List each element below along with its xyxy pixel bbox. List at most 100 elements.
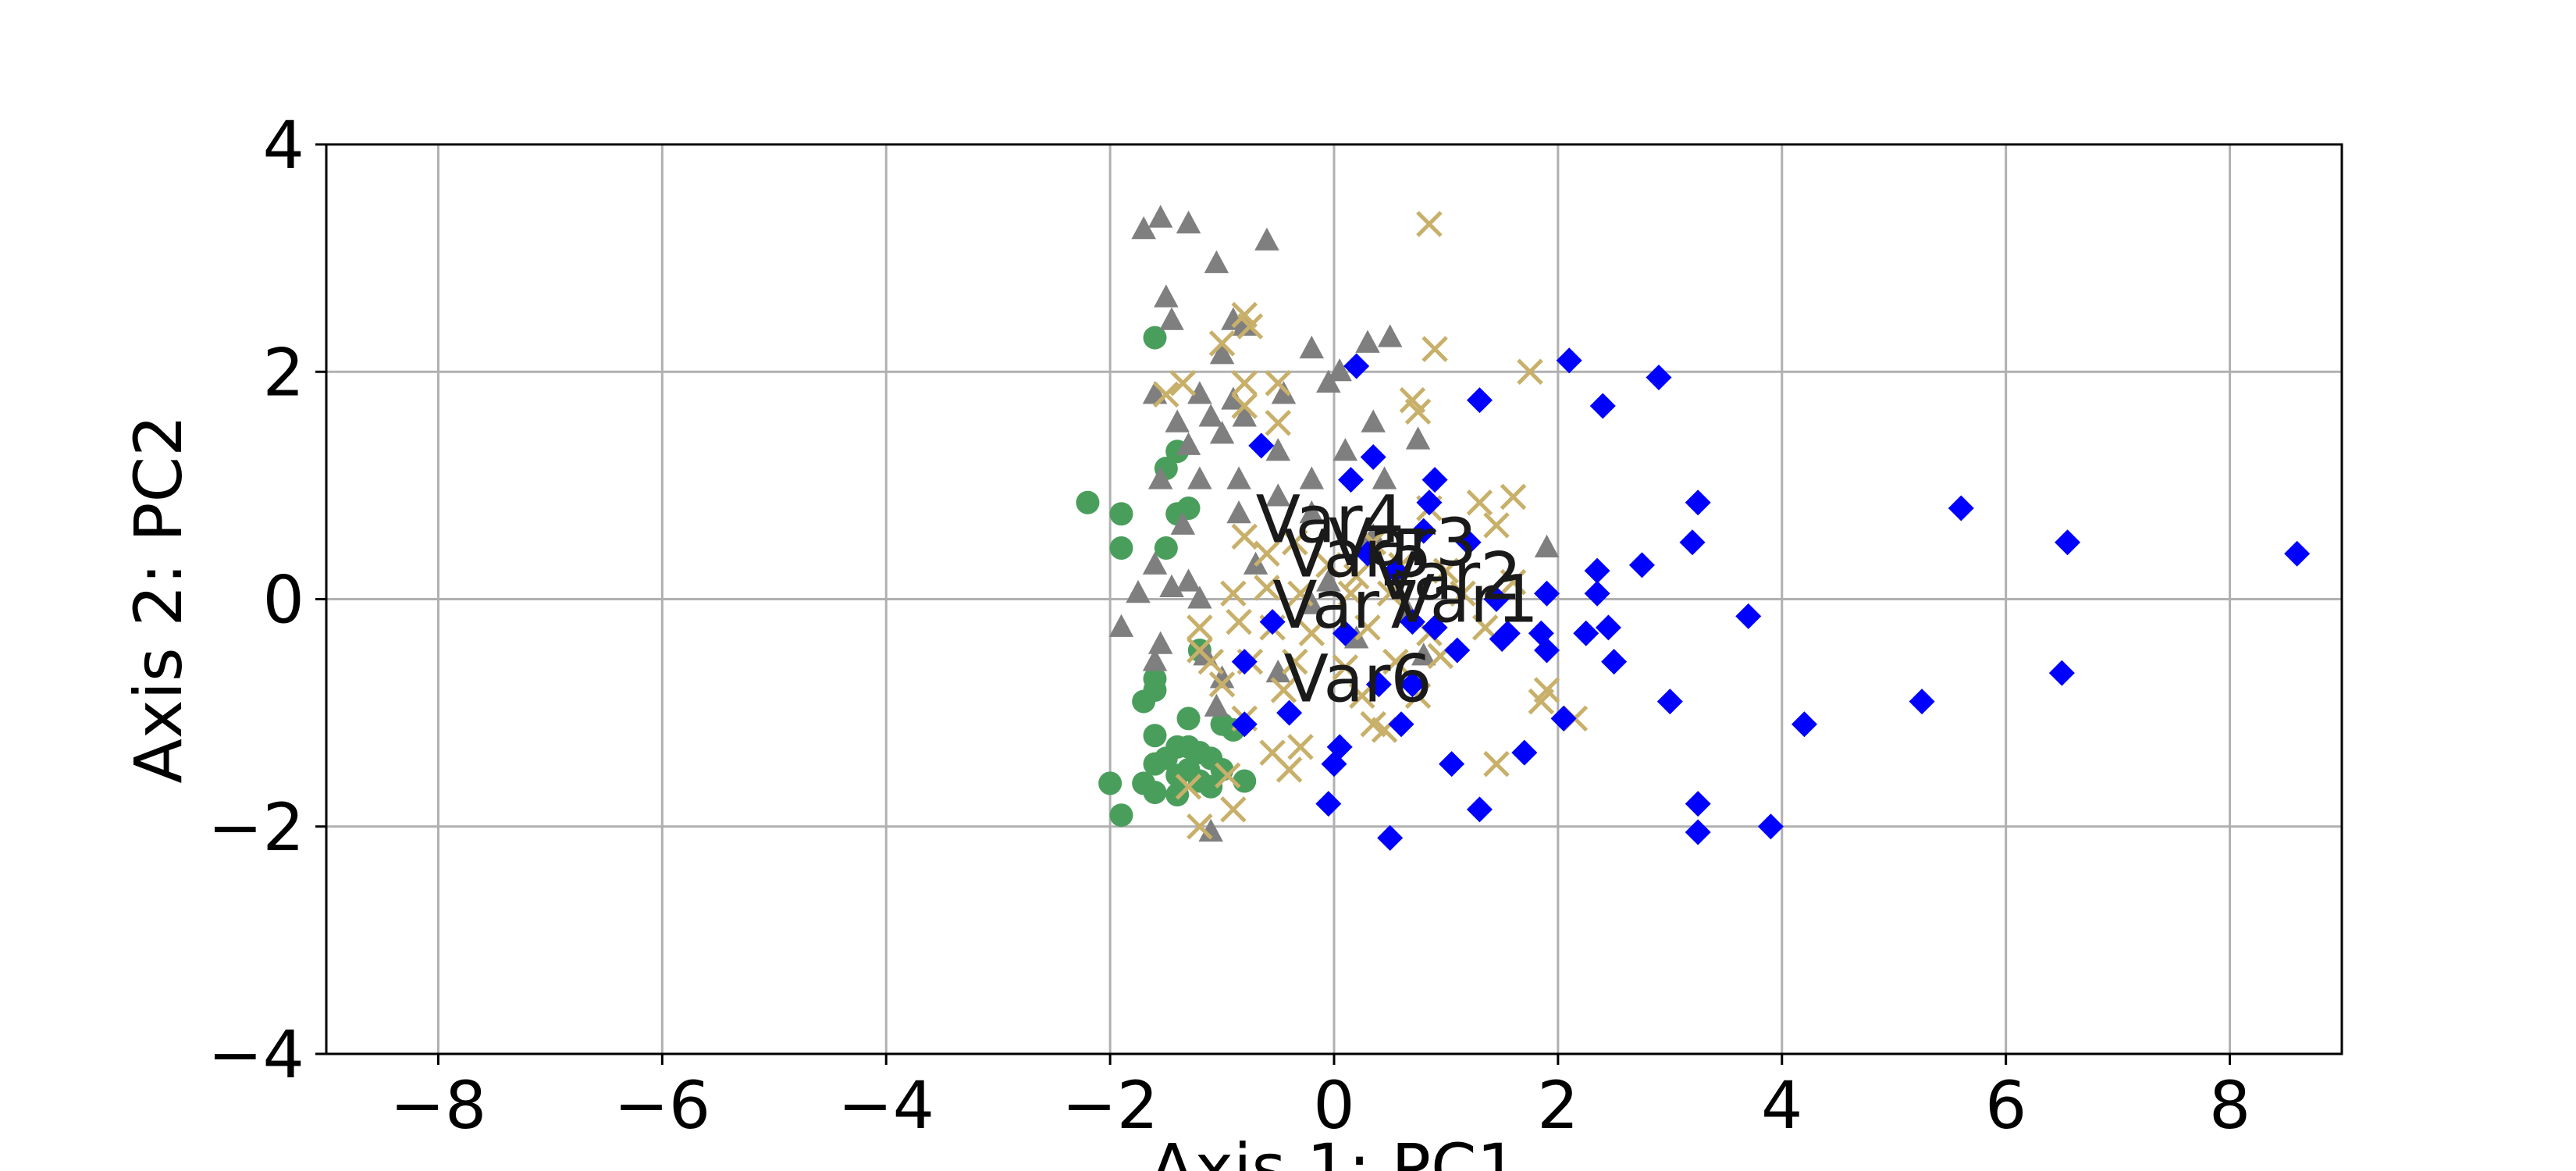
data-point-diamond [1489, 625, 1515, 652]
data-point-x [1282, 529, 1308, 556]
data-point-diamond [1388, 711, 1414, 738]
data-point-circle [1143, 752, 1167, 776]
x-tick-label: −8 [390, 1067, 487, 1144]
data-point-x [1500, 483, 1527, 511]
data-point-triangle [1209, 341, 1235, 365]
data-point-diamond [1556, 347, 1582, 374]
data-point-triangle [1108, 614, 1134, 637]
y-axis-ticks: −4 −2 0 2 4 [208, 107, 326, 1093]
data-point-diamond [1365, 671, 1392, 698]
data-point-circle [1132, 689, 1156, 714]
data-point-circle [1143, 326, 1167, 350]
data-point-x [1332, 654, 1359, 681]
data-point-triangle [1154, 284, 1179, 308]
data-point-triangle [1198, 404, 1223, 427]
data-point-diamond [1679, 529, 1706, 556]
data-point-diamond [1421, 467, 1448, 493]
y-axis-label: Axis 2: PC2 [120, 415, 197, 783]
data-point-circle [1109, 803, 1133, 828]
data-point-triangle [1361, 523, 1386, 546]
data-point-x [1282, 648, 1308, 675]
data-point-diamond [1948, 495, 1974, 521]
data-point-x [1231, 393, 1258, 419]
data-point-x [1382, 648, 1409, 675]
data-point-circle [1143, 724, 1167, 748]
data-point-triangle [1232, 404, 1257, 427]
data-point-triangle [1372, 466, 1397, 489]
data-point-diamond [1439, 751, 1465, 778]
variable-label: Var5 [1283, 515, 1432, 592]
data-point-diamond [1534, 637, 1560, 664]
data-point-x [1231, 523, 1258, 550]
data-point-diamond [1382, 557, 1409, 584]
data-point-x [1226, 608, 1252, 635]
data-point-x [1254, 540, 1280, 568]
data-point-x [1265, 370, 1292, 397]
data-point-x [1500, 568, 1527, 596]
variable-label: Var7 [1272, 567, 1421, 643]
variable-label: Var3 [1329, 504, 1477, 581]
variable-label: Var6 [1283, 641, 1432, 717]
data-point-x [1197, 648, 1224, 675]
data-point-diamond [1595, 614, 1621, 641]
data-point-x [1208, 671, 1236, 698]
series-diamond [1231, 347, 2311, 851]
data-point-circle [1109, 536, 1133, 560]
data-point-triangle [1204, 250, 1229, 273]
data-point-circle [1176, 707, 1201, 731]
y-tick-label: 4 [263, 107, 304, 183]
data-point-x [1404, 398, 1432, 425]
data-point-diamond [1656, 689, 1683, 715]
x-tick-label: 4 [1761, 1067, 1802, 1144]
data-point-x [1315, 552, 1342, 578]
data-point-x [1483, 750, 1510, 778]
data-point-triangle [1147, 205, 1173, 228]
data-point-triangle [1209, 421, 1235, 444]
data-point-diamond [1685, 489, 1711, 516]
x-tick-label: 0 [1313, 1067, 1354, 1144]
data-point-triangle [1265, 659, 1291, 683]
data-point-x [1270, 677, 1297, 703]
data-point-x [1450, 580, 1476, 607]
data-point-diamond [1399, 671, 1425, 698]
data-point-diamond [1444, 637, 1471, 664]
data-point-x [1153, 381, 1179, 408]
x-tick-label: 8 [2209, 1067, 2250, 1144]
x-tick-label: −6 [614, 1067, 710, 1144]
data-point-diamond [1735, 603, 1762, 629]
data-point-diamond [1584, 557, 1610, 584]
data-point-triangle [1126, 579, 1151, 603]
data-point-diamond [1646, 365, 1672, 391]
data-point-triangle [1187, 466, 1212, 489]
data-point-triangle [1221, 386, 1246, 410]
data-point-x [1187, 614, 1213, 641]
data-point-triangle [1377, 324, 1403, 347]
data-point-triangle [1316, 568, 1341, 592]
data-point-diamond [1584, 580, 1610, 607]
data-point-diamond [1377, 824, 1404, 851]
data-point-x [1528, 688, 1555, 715]
data-point-diamond [1685, 791, 1711, 817]
data-point-triangle [1299, 335, 1325, 359]
series-triangle [1108, 205, 1560, 842]
data-point-diamond [1466, 796, 1493, 823]
variable-label: Var2 [1373, 539, 1521, 615]
data-point-diamond [1248, 432, 1275, 459]
data-point-diamond [1909, 689, 1935, 715]
data-point-triangle [1254, 227, 1279, 251]
data-point-diamond [1276, 699, 1303, 726]
data-point-diamond [1511, 739, 1538, 766]
data-point-circle [1109, 502, 1133, 526]
data-point-diamond [1628, 552, 1655, 578]
data-point-triangle [1176, 568, 1201, 592]
data-point-triangle [1170, 511, 1196, 535]
data-point-x [1254, 575, 1280, 601]
x-tick-label: −4 [838, 1067, 934, 1144]
data-point-diamond [1231, 649, 1258, 675]
data-point-diamond [2284, 540, 2311, 567]
data-point-x [1337, 580, 1364, 607]
x-tick-label: 6 [1985, 1067, 2026, 1144]
data-point-diamond [1315, 791, 1342, 817]
